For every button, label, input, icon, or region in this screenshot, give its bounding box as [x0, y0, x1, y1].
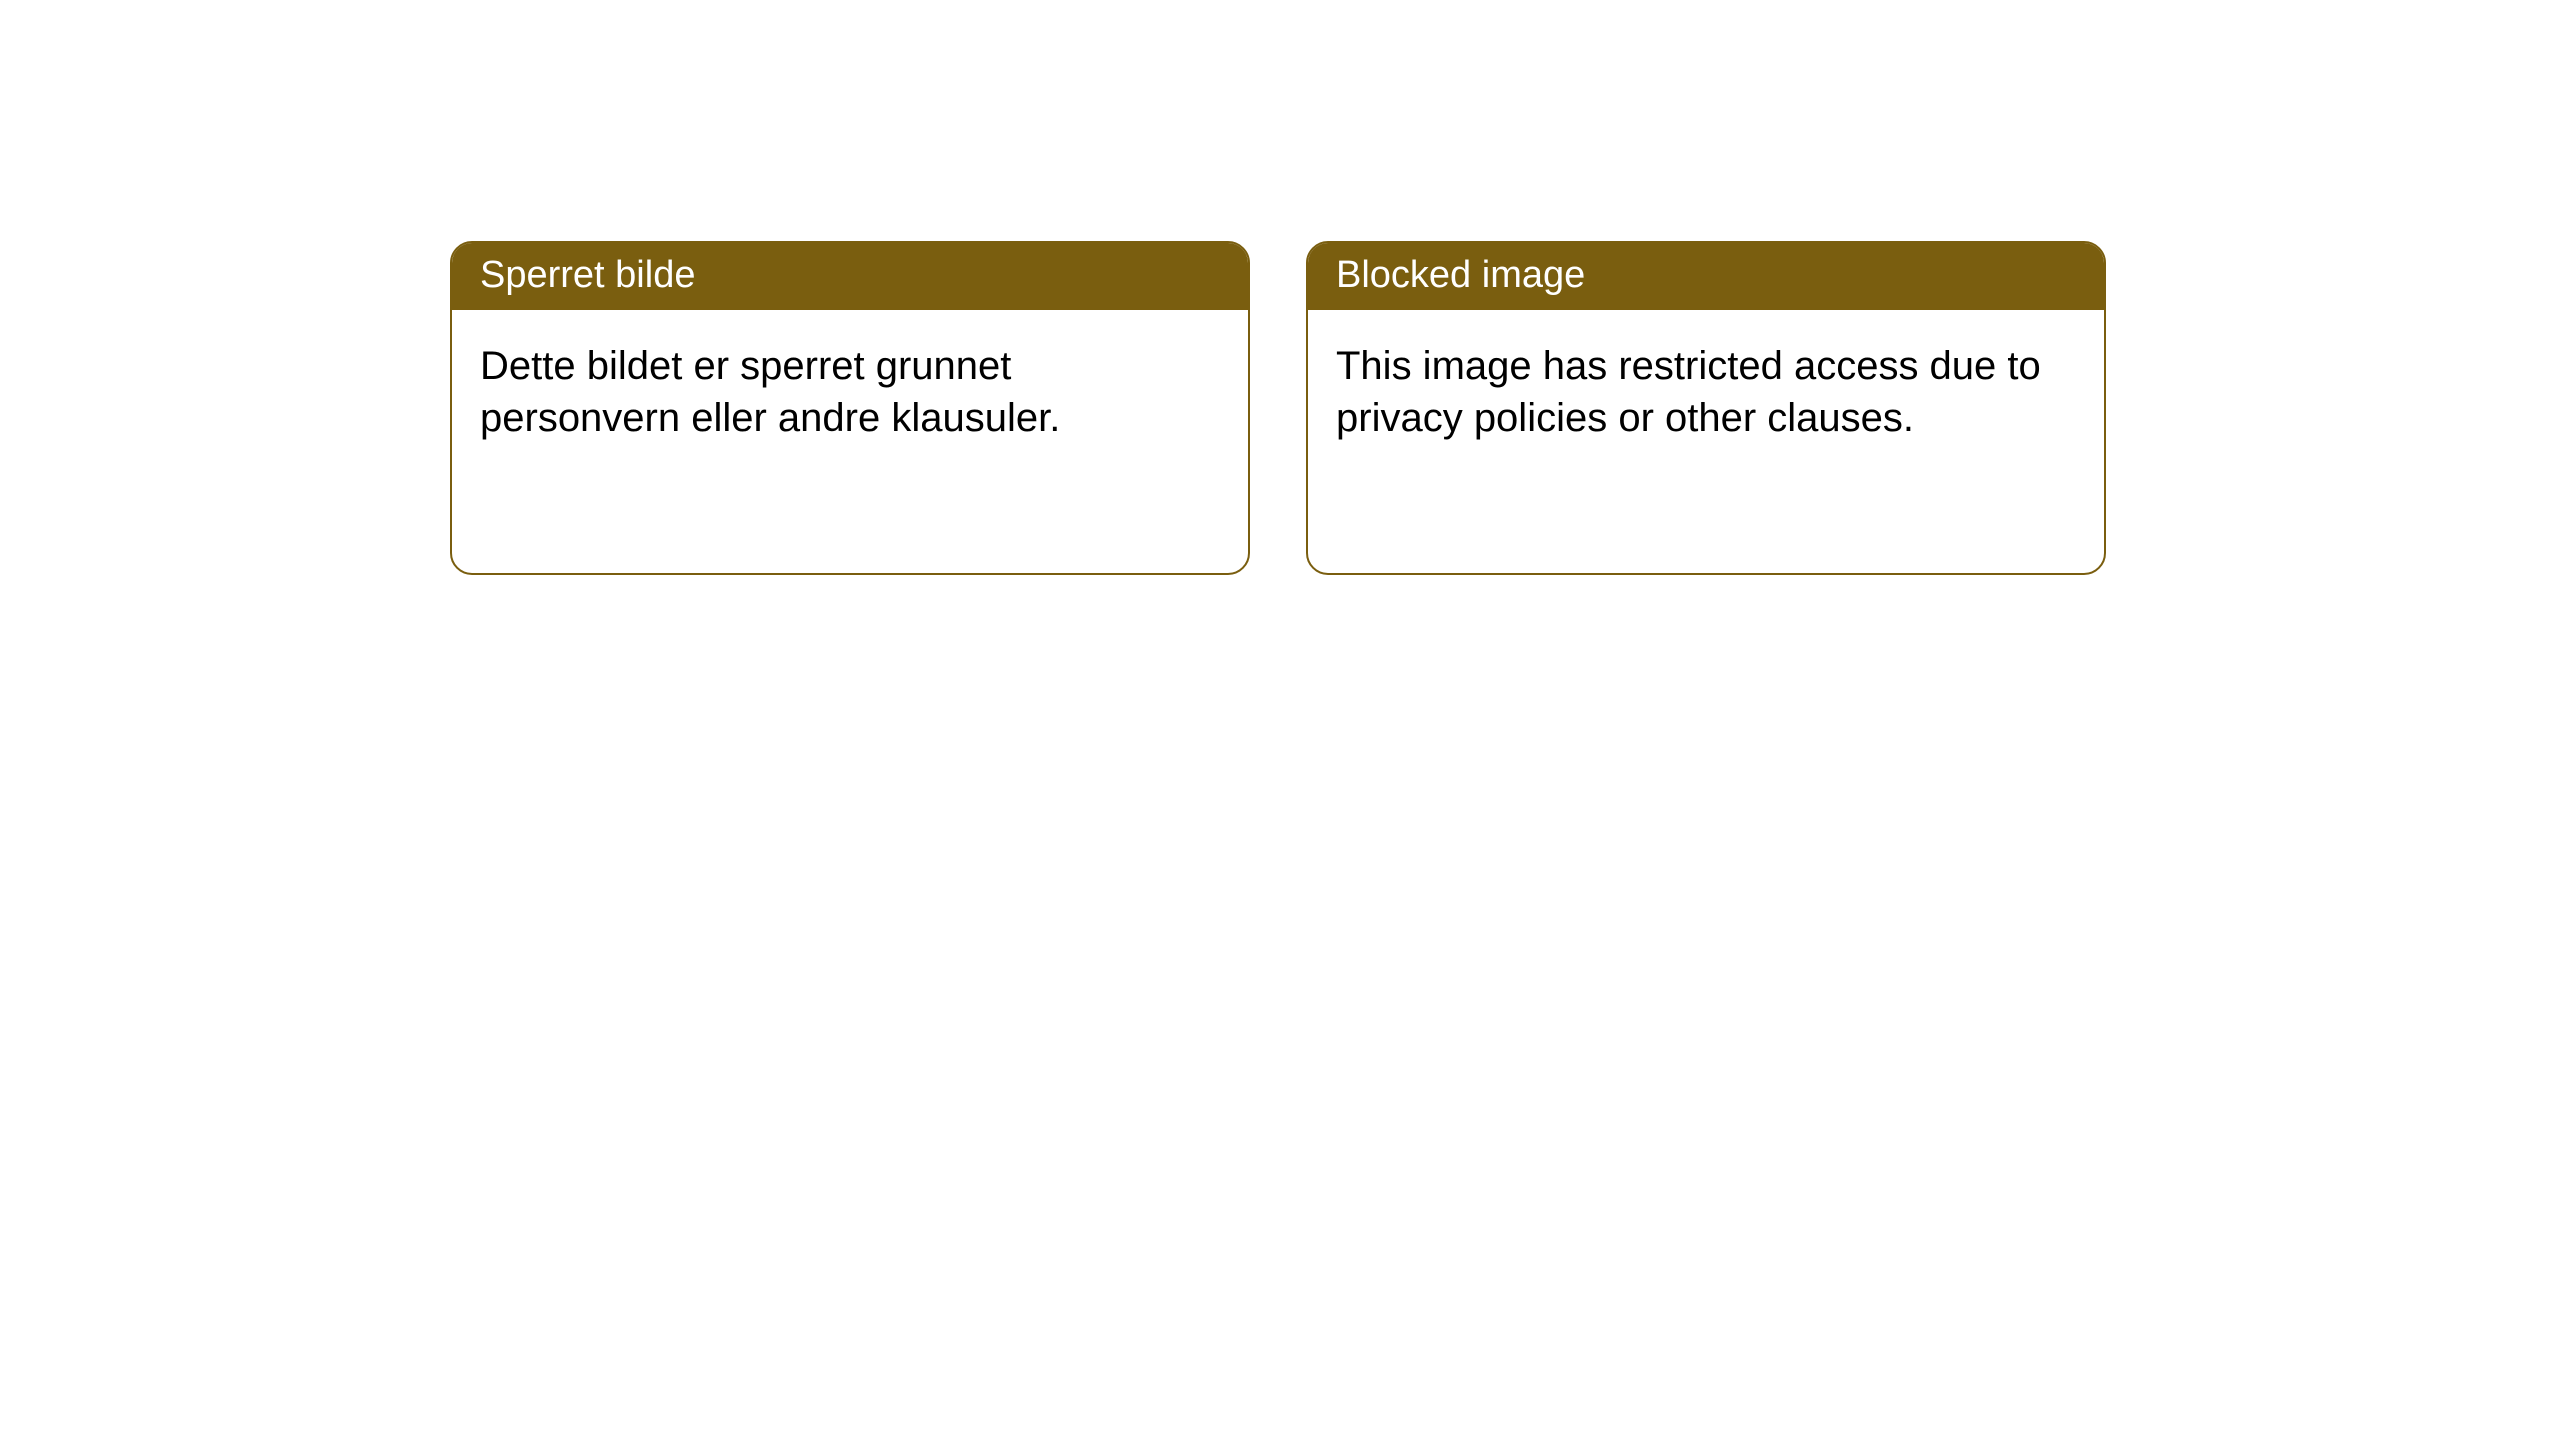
card-header: Sperret bilde	[452, 243, 1248, 310]
card-body-text: Dette bildet er sperret grunnet personve…	[480, 344, 1060, 440]
card-title: Sperret bilde	[480, 254, 695, 296]
card-title: Blocked image	[1336, 254, 1585, 296]
card-header: Blocked image	[1308, 243, 2104, 310]
blocked-image-card-no: Sperret bilde Dette bildet er sperret gr…	[450, 241, 1250, 575]
blocked-image-card-en: Blocked image This image has restricted …	[1306, 241, 2106, 575]
card-body: This image has restricted access due to …	[1308, 310, 2104, 474]
cards-container: Sperret bilde Dette bildet er sperret gr…	[450, 241, 2106, 575]
card-body-text: This image has restricted access due to …	[1336, 344, 2041, 440]
card-body: Dette bildet er sperret grunnet personve…	[452, 310, 1248, 474]
